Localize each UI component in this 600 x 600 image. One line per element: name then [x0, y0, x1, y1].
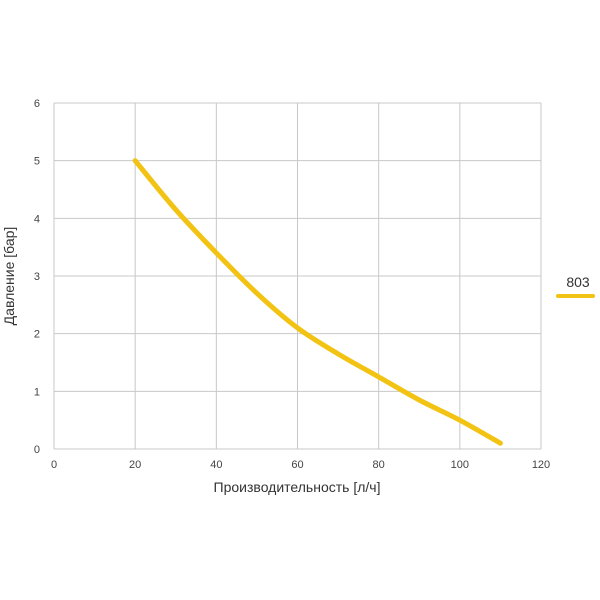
- x-tick-label: 120: [532, 459, 550, 471]
- y-tick-label: 2: [34, 329, 40, 341]
- y-tick-label: 6: [34, 98, 40, 110]
- y-tick-label: 1: [34, 386, 40, 398]
- legend-label-803: 803: [566, 274, 590, 290]
- x-tick-label: 0: [51, 459, 57, 471]
- series-line-803: [132, 158, 503, 446]
- y-tick-label: 4: [34, 213, 40, 225]
- series-layer: [132, 158, 503, 446]
- y-tick-label: 5: [34, 156, 40, 168]
- legend: 803: [556, 274, 595, 298]
- x-tick-label: 80: [373, 459, 385, 471]
- y-tick-label: 3: [34, 271, 40, 283]
- x-axis-title: Производительность [л/ч]: [214, 479, 381, 495]
- x-tick-label: 20: [129, 459, 141, 471]
- y-tick-label: 0: [34, 444, 40, 456]
- x-tick-label: 40: [210, 459, 222, 471]
- y-axis-title: Давление [бар]: [1, 227, 17, 326]
- x-tick-label: 60: [291, 459, 303, 471]
- x-tick-label: 100: [451, 459, 469, 471]
- tick-labels: 0 20 40 60 80 100 120 0 1 2 3 4 5 6: [34, 98, 550, 471]
- grid: [53, 102, 542, 450]
